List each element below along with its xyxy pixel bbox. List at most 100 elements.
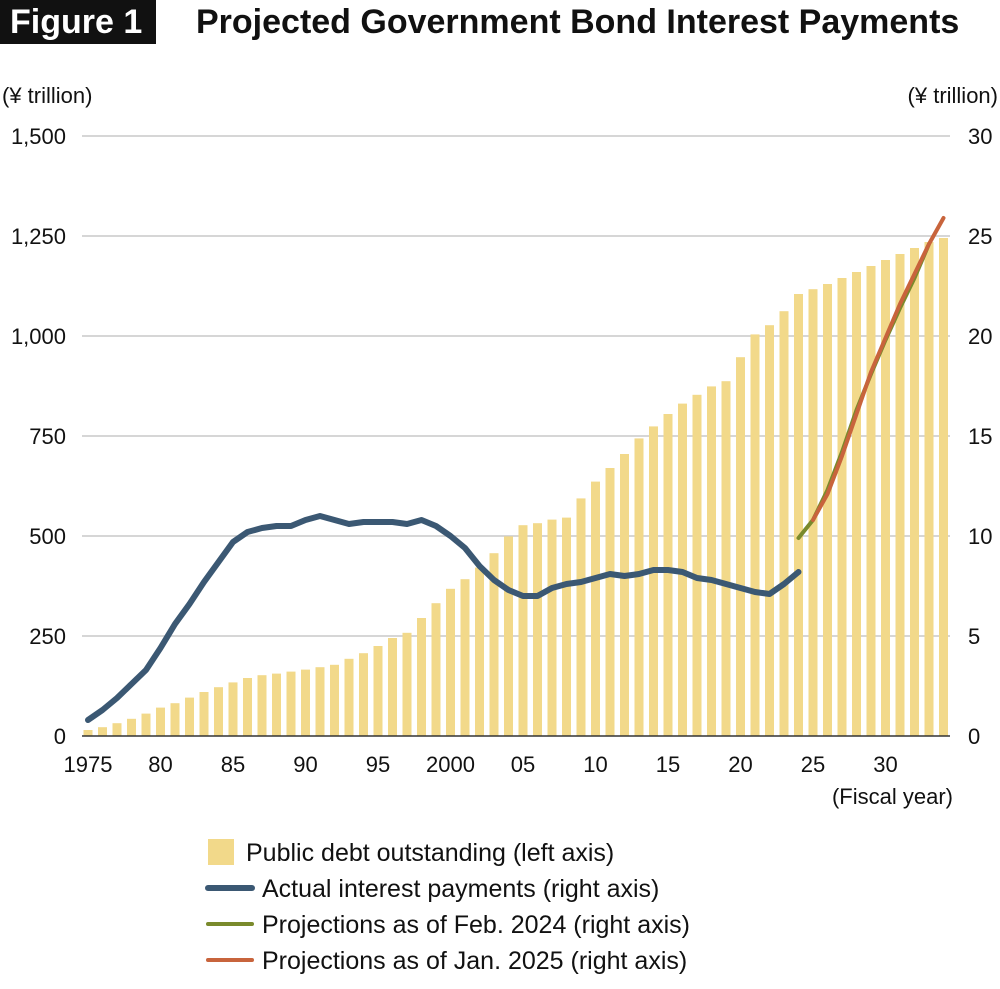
debt-bar [910,248,919,736]
debt-bar [156,707,165,736]
debt-bar [127,718,136,736]
debt-bar [301,669,310,736]
left-tick-label: 500 [29,524,66,549]
debt-bar [257,675,267,736]
debt-bar [417,618,426,736]
debt-bar [576,498,586,736]
debt-bar [83,730,93,736]
debt-bar [330,664,339,736]
debt-bar [460,579,470,736]
debt-bar [895,254,905,736]
left-tick-label: 1,250 [11,224,66,249]
debt-bar [228,682,238,736]
debt-bar [924,242,934,736]
x-tick-label: 20 [728,752,752,777]
debt-bar [185,697,194,736]
debt-bar [852,272,861,736]
right-tick-label: 20 [968,324,992,349]
right-axis-unit: (¥ trillion) [908,83,998,108]
debt-bar [866,266,876,736]
legend-label: Projections as of Feb. 2024 (right axis) [262,911,690,939]
debt-bar [533,523,542,736]
x-tick-label: 05 [511,752,535,777]
debt-bar [214,687,223,736]
gridlines [82,135,950,637]
debt-bar [504,536,513,736]
debt-bar [243,678,252,736]
x-tick-label: 1975 [64,752,113,777]
left-axis-unit: (¥ trillion) [2,83,92,108]
debt-bar [750,334,760,736]
legend-label: Public debt outstanding (left axis) [246,839,614,867]
debt-bar [736,357,745,736]
debt-bar [779,311,789,736]
debt-bar [518,525,528,736]
x-tick-label: 2000 [426,752,475,777]
debt-bar [475,567,484,736]
debt-bar [359,653,368,736]
debt-bar [649,426,658,736]
right-tick-label: 10 [968,524,992,549]
left-tick-label: 0 [54,724,66,749]
debt-bar [837,278,847,736]
right-tick-label: 30 [968,124,992,149]
debt-bar [373,646,383,736]
debt-bar [431,603,441,736]
debt-bar [170,703,180,736]
debt-bar [388,638,397,736]
debt-bar [272,673,281,736]
legend-swatch-bar [208,839,234,865]
series-line-1 [85,513,802,723]
debt-bar [794,294,803,736]
debt-bar [112,723,122,736]
x-tick-label: 25 [801,752,825,777]
interest-lines [85,216,946,723]
debt-bar [199,692,209,736]
debt-bar [402,632,412,736]
debt-bar [286,671,296,736]
debt-bar [620,454,629,736]
debt-bar [605,468,615,736]
legend-label: Actual interest payments (right axis) [262,875,659,903]
debt-bar [765,325,774,736]
debt-bar [939,238,948,736]
left-tick-label: 1,500 [11,124,66,149]
debt-bar [141,713,151,736]
figure-label: Figure 1 [0,0,157,44]
legend: Public debt outstanding (left axis) Actua… [205,839,690,975]
debt-bars [83,238,948,736]
debt-bar [808,289,818,736]
right-tick-label: 5 [968,624,980,649]
axes: 02505007501,0001,2501,500051015202530(¥ … [2,83,998,809]
debt-bar [562,517,571,736]
x-tick-label: 80 [148,752,172,777]
debt-bar [98,727,107,736]
debt-bar [315,667,325,736]
x-tick-label: 30 [873,752,897,777]
debt-bar [663,414,673,736]
left-tick-label: 750 [29,424,66,449]
debt-bar [881,260,890,736]
debt-bar [446,588,455,736]
right-tick-label: 25 [968,224,992,249]
debt-bar [721,381,731,736]
left-tick-label: 250 [29,624,66,649]
left-tick-label: 1,000 [11,324,66,349]
debt-bar [692,394,702,736]
x-tick-label: 15 [656,752,680,777]
x-axis-label: (Fiscal year) [832,784,953,809]
debt-bar [707,386,716,736]
series-line-3 [811,216,946,522]
debt-bar [547,519,557,736]
legend-label: Projections as of Jan. 2025 (right axis) [262,947,687,975]
x-tick-label: 10 [583,752,607,777]
debt-bar [591,481,600,736]
x-tick-label: 85 [221,752,245,777]
debt-bar [489,553,499,736]
x-tick-label: 90 [293,752,317,777]
debt-bar [823,284,832,736]
chart-title: Projected Government Bond Interest Payme… [196,3,960,41]
x-tick-label: 95 [366,752,390,777]
right-tick-label: 0 [968,724,980,749]
